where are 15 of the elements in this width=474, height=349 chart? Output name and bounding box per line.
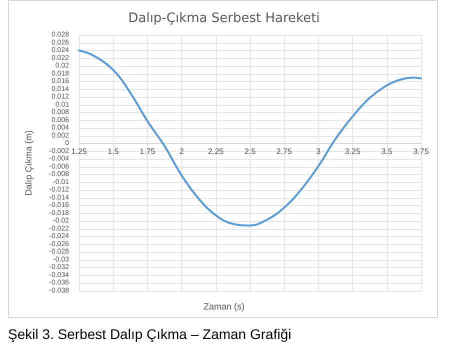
x-tick-label: 2.5 bbox=[244, 147, 256, 156]
x-tick-label: 2 bbox=[179, 147, 184, 156]
chart-title: Dalıp-Çıkma Serbest Hareketi bbox=[128, 11, 320, 26]
text: Şekil 3. Serbest Dalıp Çıkma – Zaman Grafiği bbox=[8, 326, 292, 342]
x-tick-label: 1.5 bbox=[108, 147, 120, 156]
x-tick-label: 3.5 bbox=[381, 147, 393, 156]
x-tick-label: 1.75 bbox=[140, 147, 156, 156]
x-tick-label: 1.25 bbox=[71, 147, 88, 156]
x-tick-label: 3.25 bbox=[344, 147, 361, 156]
x-tick-label: 3.75 bbox=[413, 147, 430, 156]
x-tick-label: 3 bbox=[316, 147, 322, 156]
x-tick-label: 2.75 bbox=[276, 147, 293, 156]
y-axis-title: Dalıp Çıkma (m) bbox=[24, 130, 34, 196]
x-tick-label: 2.25 bbox=[208, 147, 224, 156]
x-axis-title: Zaman (s) bbox=[203, 302, 245, 312]
